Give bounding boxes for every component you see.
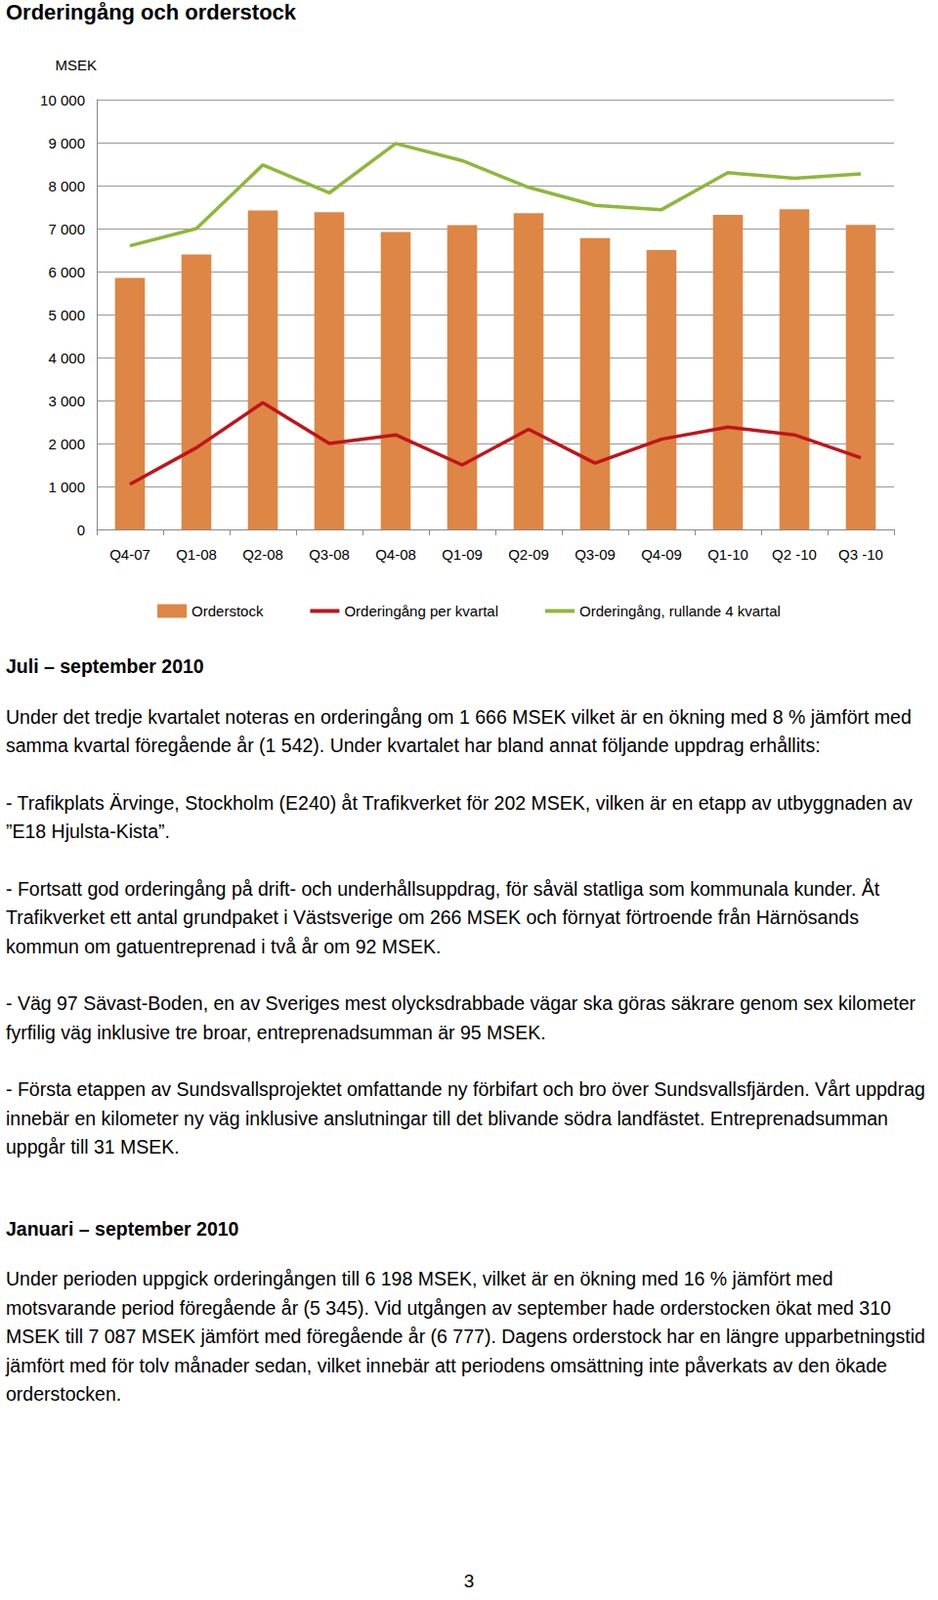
svg-text:5 000: 5 000 (47, 306, 86, 324)
svg-text:Q4-07: Q4-07 (109, 546, 151, 563)
html-text:Under perioden uppgick orderin: Under perioden uppgick orderingången til… (5, 1268, 926, 1406)
svg-text:4 000: 4 000 (47, 349, 86, 367)
svg-text:Orderingång per kvartal: Orderingång per kvartal (343, 602, 499, 620)
svg-text:1 000: 1 000 (47, 478, 86, 496)
svg-text:Q1-09: Q1-09 (441, 546, 483, 563)
svg-text:Q3 -10: Q3 -10 (838, 546, 884, 563)
svg-text:Q1-08: Q1-08 (175, 546, 217, 563)
html-text:Under det tredje kvartalet not: Under det tredje kvartalet noteras en or… (5, 705, 912, 757)
svg-text:MSEK: MSEK (54, 56, 97, 74)
svg-text:Q4-09: Q4-09 (640, 546, 683, 563)
svg-text:6 000: 6 000 (47, 263, 86, 281)
html-text:3: 3 (463, 1571, 475, 1592)
svg-text:Q3-09: Q3-09 (574, 546, 616, 563)
svg-text:7 000: 7 000 (47, 220, 86, 238)
html-text:- Första etappen av Sundsvalls: - Första etappen av Sundsvallsprojektet … (5, 1078, 926, 1158)
svg-text:0: 0 (77, 521, 86, 539)
svg-text:3 000: 3 000 (47, 392, 86, 410)
svg-text:Q2-08: Q2-08 (242, 546, 284, 563)
svg-text:Orderingång, rullande 4 kvarta: Orderingång, rullande 4 kvartal (579, 602, 781, 620)
svg-text:2 000: 2 000 (47, 435, 86, 453)
svg-text:Orderstock: Orderstock (191, 602, 264, 620)
svg-text:Q2 -10: Q2 -10 (771, 546, 817, 563)
html-text:- Fortsatt god orderingång på: - Fortsatt god orderingång på drift- och… (5, 877, 880, 958)
svg-text:10 000: 10 000 (40, 91, 86, 109)
html-text:- Trafikplats Ärvinge, Stockho: - Trafikplats Ärvinge, Stockholm (E240) … (5, 791, 913, 843)
html-text:- Väg 97 Sävast-Boden, en av S: - Väg 97 Sävast-Boden, en av Sveriges me… (5, 992, 916, 1044)
svg-text:Q3-08: Q3-08 (308, 546, 350, 563)
svg-text:9 000: 9 000 (47, 134, 86, 152)
svg-text:Q2-09: Q2-09 (508, 546, 550, 563)
html-text:Juli – september 2010: Juli – september 2010 (5, 655, 204, 678)
svg-text:Q4-08: Q4-08 (375, 546, 417, 563)
html-text:Orderingång och orderstock: Orderingång och orderstock (5, 0, 297, 25)
svg-text:8 000: 8 000 (47, 177, 86, 195)
html-text:Januari – september 2010: Januari – september 2010 (5, 1217, 239, 1240)
svg-text:Q1-10: Q1-10 (707, 546, 749, 563)
